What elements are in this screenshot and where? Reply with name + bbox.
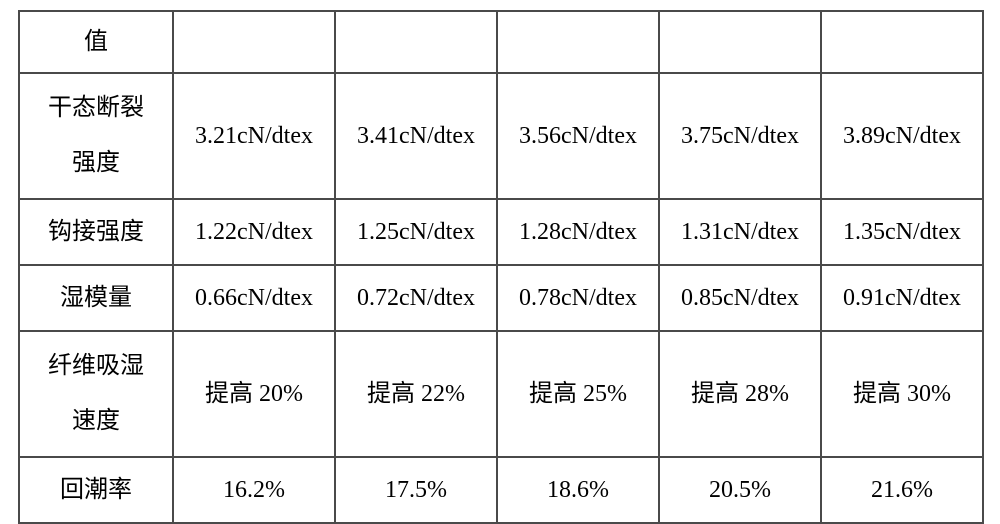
table-cell: 17.5% xyxy=(335,457,497,523)
table-cell: 0.91cN/dtex xyxy=(821,265,983,331)
table-cell xyxy=(497,11,659,73)
table-cell: 1.31cN/dtex xyxy=(659,199,821,265)
table-cell: 1.28cN/dtex xyxy=(497,199,659,265)
table-cell: 1.35cN/dtex xyxy=(821,199,983,265)
table-cell: 3.41cN/dtex xyxy=(335,73,497,199)
table-row: 湿模量 0.66cN/dtex 0.72cN/dtex 0.78cN/dtex … xyxy=(19,265,983,331)
row-label-line: 速度 xyxy=(22,394,170,449)
row-label: 值 xyxy=(19,11,173,73)
table-cell: 0.85cN/dtex xyxy=(659,265,821,331)
table-row: 值 xyxy=(19,11,983,73)
table-row: 干态断裂 强度 3.21cN/dtex 3.41cN/dtex 3.56cN/d… xyxy=(19,73,983,199)
table-cell xyxy=(659,11,821,73)
table-row: 钩接强度 1.22cN/dtex 1.25cN/dtex 1.28cN/dtex… xyxy=(19,199,983,265)
table-cell: 1.25cN/dtex xyxy=(335,199,497,265)
row-label: 湿模量 xyxy=(19,265,173,331)
table-cell: 1.22cN/dtex xyxy=(173,199,335,265)
table-cell: 提高 30% xyxy=(821,331,983,457)
table-cell: 提高 22% xyxy=(335,331,497,457)
table-row: 回潮率 16.2% 17.5% 18.6% 20.5% 21.6% xyxy=(19,457,983,523)
table-cell: 3.89cN/dtex xyxy=(821,73,983,199)
table-cell: 提高 28% xyxy=(659,331,821,457)
table-cell: 提高 20% xyxy=(173,331,335,457)
row-label-line: 纤维吸湿 xyxy=(22,339,170,394)
table-cell: 3.56cN/dtex xyxy=(497,73,659,199)
table-cell: 16.2% xyxy=(173,457,335,523)
row-label-line: 强度 xyxy=(22,136,170,191)
data-table: 值 干态断裂 强度 3.21cN/dtex 3.41cN/dtex 3.56cN… xyxy=(18,10,984,524)
table-cell xyxy=(335,11,497,73)
table-container: 值 干态断裂 强度 3.21cN/dtex 3.41cN/dtex 3.56cN… xyxy=(0,0,1000,516)
table-cell: 0.72cN/dtex xyxy=(335,265,497,331)
table-cell: 0.78cN/dtex xyxy=(497,265,659,331)
table-cell: 3.21cN/dtex xyxy=(173,73,335,199)
table-cell: 0.66cN/dtex xyxy=(173,265,335,331)
row-label: 干态断裂 强度 xyxy=(19,73,173,199)
table-cell xyxy=(821,11,983,73)
row-label: 回潮率 xyxy=(19,457,173,523)
table-cell: 3.75cN/dtex xyxy=(659,73,821,199)
table-row: 纤维吸湿 速度 提高 20% 提高 22% 提高 25% 提高 28% 提高 3… xyxy=(19,331,983,457)
table-cell: 18.6% xyxy=(497,457,659,523)
table-cell: 21.6% xyxy=(821,457,983,523)
table-cell xyxy=(173,11,335,73)
row-label-line: 干态断裂 xyxy=(22,81,170,136)
row-label: 纤维吸湿 速度 xyxy=(19,331,173,457)
table-cell: 提高 25% xyxy=(497,331,659,457)
table-cell: 20.5% xyxy=(659,457,821,523)
row-label: 钩接强度 xyxy=(19,199,173,265)
